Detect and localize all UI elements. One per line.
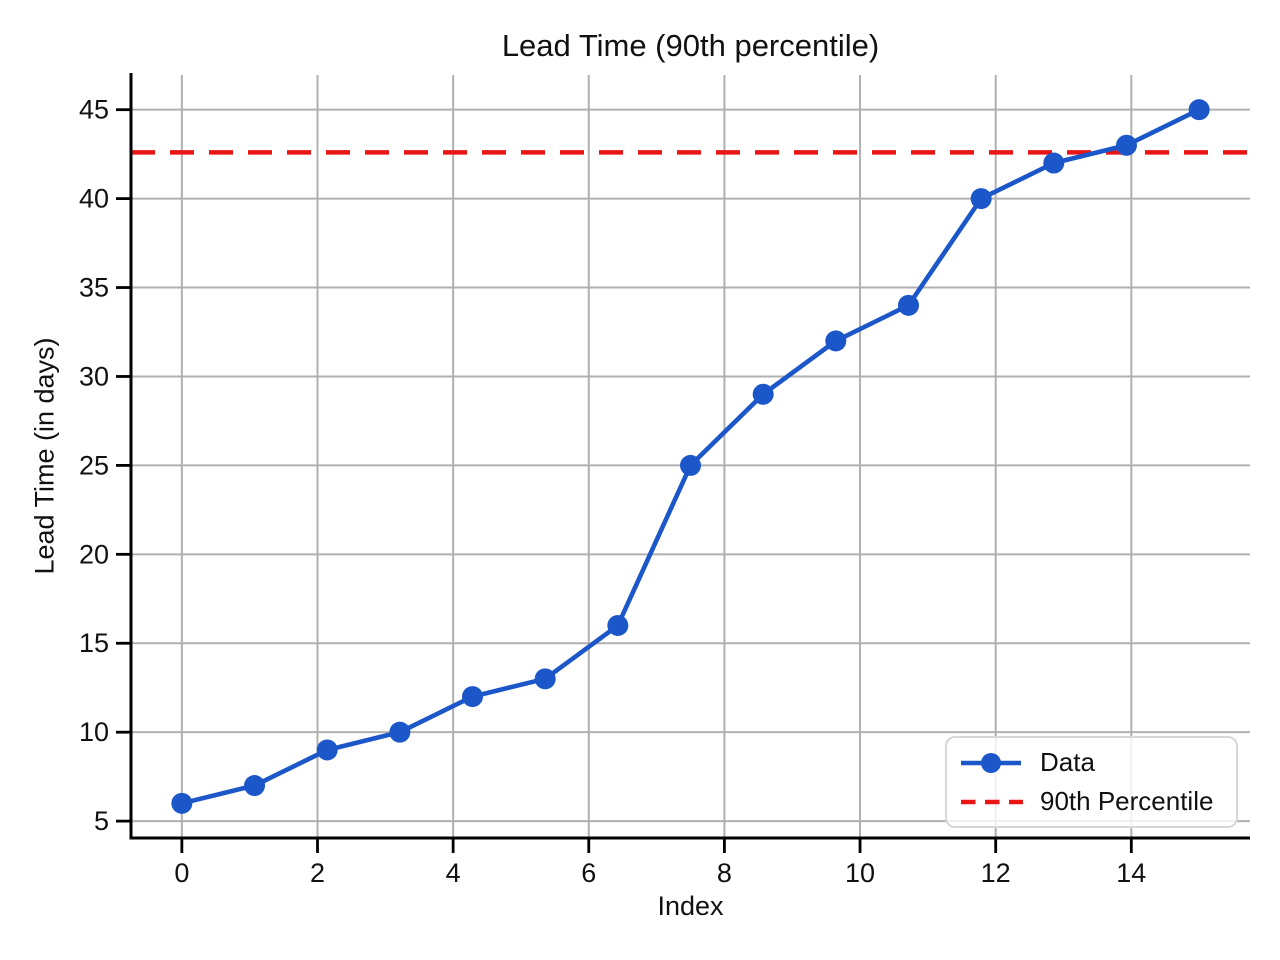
- data-point: [316, 739, 338, 761]
- data-point: [680, 454, 701, 476]
- y-tick-label: 10: [79, 717, 109, 747]
- x-tick-label: 14: [1116, 858, 1146, 888]
- data-point: [389, 721, 411, 743]
- x-tick-label: 6: [581, 858, 596, 888]
- y-tick-label: 20: [79, 539, 109, 569]
- data-point: [752, 383, 774, 405]
- data-point: [1188, 99, 1210, 121]
- data-point: [897, 294, 919, 316]
- data-point: [462, 686, 484, 708]
- data-point: [825, 330, 847, 352]
- legend-entry-percentile: 90th Percentile: [959, 783, 1224, 820]
- y-axis-label: Lead Time (in days): [29, 337, 60, 575]
- data-point: [534, 668, 556, 690]
- legend-percentile-dash-icon: [961, 799, 1023, 804]
- y-tick-label: 15: [79, 628, 109, 658]
- data-point: [1115, 134, 1137, 156]
- y-tick-label: 30: [79, 361, 109, 391]
- data-point: [607, 614, 629, 636]
- data-point: [970, 188, 992, 210]
- x-tick-label: 12: [981, 858, 1011, 888]
- chart-title: Lead Time (90th percentile): [501, 28, 880, 63]
- x-tick-label: 2: [310, 858, 325, 888]
- x-tick-label: 8: [717, 858, 732, 888]
- y-tick-label: 40: [79, 184, 109, 214]
- legend: Data 90th Percentile: [945, 736, 1238, 828]
- x-axis-label: Index: [657, 891, 724, 921]
- x-tick-label: 4: [446, 858, 461, 888]
- legend-label-data: Data: [1040, 747, 1095, 777]
- legend-entry-data: Data: [959, 744, 1224, 781]
- x-tick-label: 0: [174, 858, 189, 888]
- legend-label-percentile: 90th Percentile: [1040, 786, 1214, 816]
- x-tick-label: 10: [845, 858, 875, 888]
- data-point: [171, 792, 193, 814]
- y-tick-label: 35: [79, 273, 109, 303]
- data-point: [1043, 152, 1065, 174]
- legend-data-line-icon: [961, 752, 1021, 773]
- y-tick-label: 45: [79, 95, 109, 125]
- y-tick-label: 5: [94, 806, 109, 836]
- data-point: [244, 775, 266, 797]
- y-tick-label: 25: [79, 450, 109, 480]
